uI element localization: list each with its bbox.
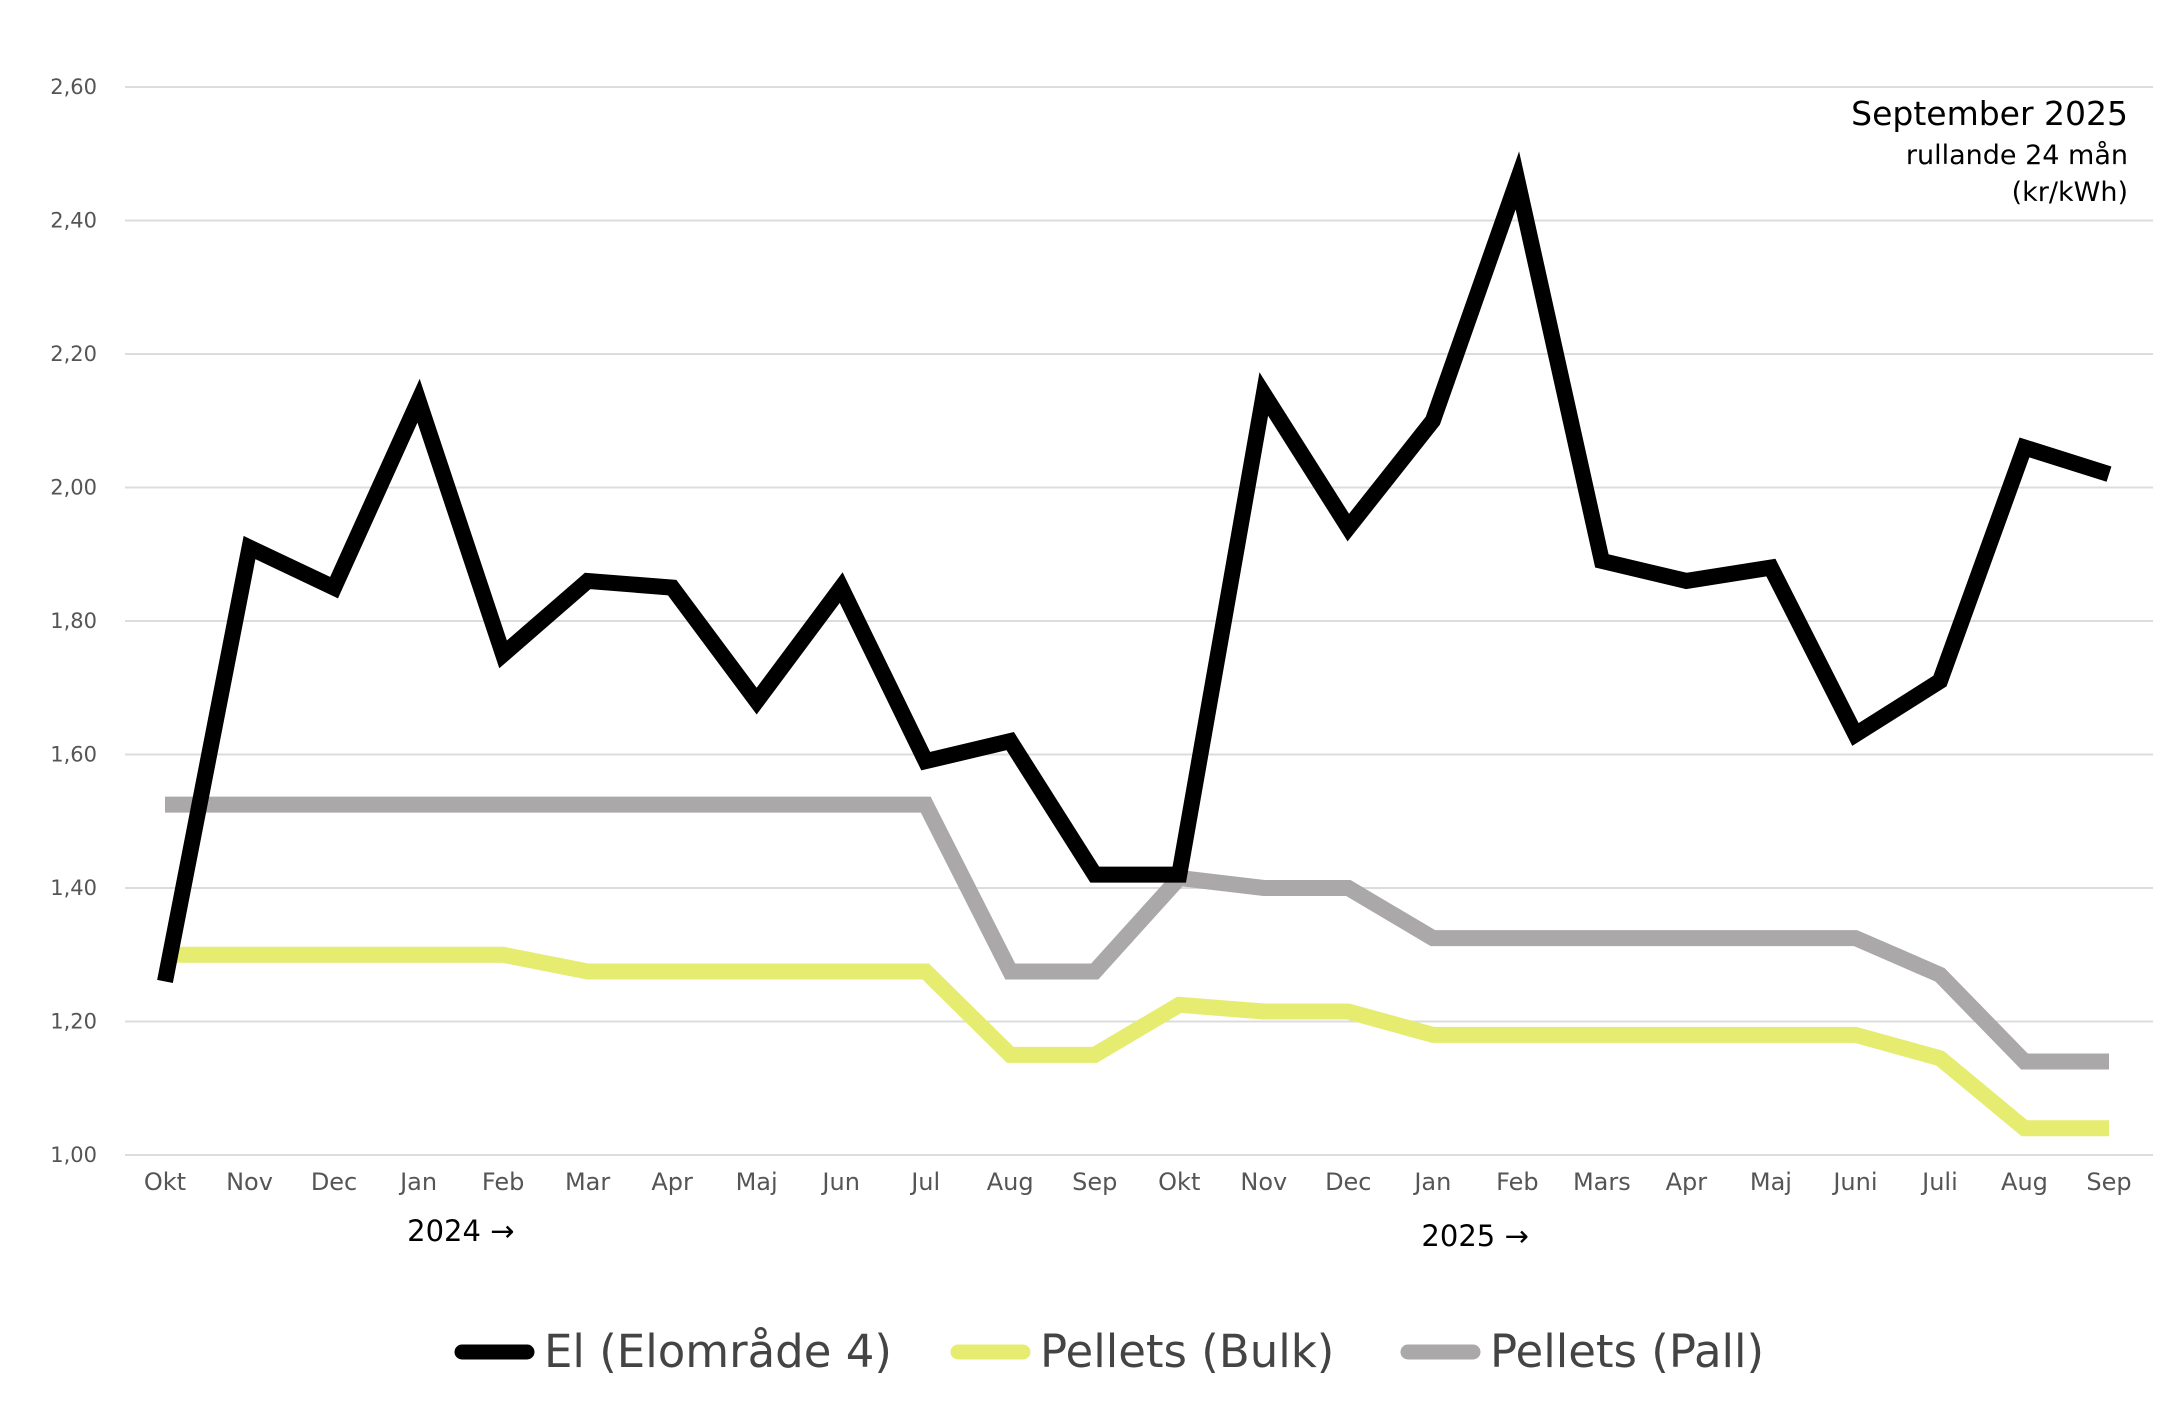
- x-tick-label: Jun: [820, 1168, 860, 1196]
- x-tick-label: Maj: [736, 1168, 778, 1196]
- y-tick-label: 2,20: [50, 342, 97, 366]
- x-tick-label: Nov: [1240, 1168, 1287, 1196]
- x-tick-label: Apr: [1666, 1168, 1708, 1196]
- x-tick-label: Dec: [1325, 1168, 1371, 1196]
- x-tick-label: Feb: [1496, 1168, 1539, 1196]
- x-tick-label: Jul: [909, 1168, 940, 1196]
- x-tick-label: Mars: [1573, 1168, 1631, 1196]
- x-tick-label: Juni: [1831, 1168, 1877, 1196]
- x-tick-label: Mar: [565, 1168, 610, 1196]
- x-tick-label: Apr: [651, 1168, 693, 1196]
- series-line-0: [157, 151, 2112, 983]
- y-tick-label: 2,40: [50, 209, 97, 233]
- gridlines: [125, 86, 2153, 1156]
- legend-label: Pellets (Pall): [1490, 1325, 1764, 1378]
- x-tick-label: Nov: [226, 1168, 273, 1196]
- series-lines: [157, 151, 2112, 1137]
- x-tick-label: Okt: [144, 1168, 186, 1196]
- legend-label: El (Elområde 4): [544, 1325, 892, 1378]
- chart-unit: (kr/kWh): [2012, 177, 2128, 208]
- year-label: 2025 →: [1421, 1219, 1528, 1253]
- y-tick-label: 2,60: [50, 75, 97, 99]
- legend-label: Pellets (Bulk): [1040, 1325, 1334, 1378]
- x-tick-label: Feb: [482, 1168, 525, 1196]
- x-axis-ticks: Okt Nov Dec Jan Feb Mar Apr Maj Jun Jul Aug Sep Okt N…: [144, 1168, 2132, 1196]
- year-labels: 2024 → 2025 →: [407, 1214, 1529, 1253]
- year-label: 2024 →: [407, 1214, 514, 1248]
- y-axis-ticks: 1,00 1,20 1,40 1,60 1,80 2,00 2,20 2,40 2,60: [50, 75, 97, 1167]
- x-tick-label: Aug: [2001, 1168, 2048, 1196]
- y-tick-label: 1,00: [50, 1143, 97, 1167]
- y-tick-label: 1,20: [50, 1010, 97, 1034]
- y-tick-label: 1,40: [50, 876, 97, 900]
- legend: El (Elområde 4) Pellets (Bulk) Pellets (Pa…: [454, 1325, 1764, 1378]
- series-line-1: [165, 946, 2109, 1137]
- x-tick-label: Okt: [1158, 1168, 1200, 1196]
- series-line-2: [165, 796, 2109, 1070]
- y-tick-label: 2,00: [50, 476, 97, 500]
- x-tick-label: Sep: [1072, 1168, 1117, 1196]
- x-tick-label: Aug: [987, 1168, 1034, 1196]
- x-tick-label: Dec: [311, 1168, 357, 1196]
- x-tick-label: Jan: [1412, 1168, 1451, 1196]
- x-tick-label: Sep: [2086, 1168, 2131, 1196]
- chart-title: September 2025: [1851, 94, 2128, 133]
- x-tick-label: Maj: [1750, 1168, 1792, 1196]
- chart-subtitle: rullande 24 mån: [1906, 140, 2128, 171]
- y-tick-label: 1,60: [50, 743, 97, 767]
- y-tick-label: 1,80: [50, 609, 97, 633]
- x-tick-label: Juli: [1920, 1168, 1958, 1196]
- x-tick-label: Jan: [398, 1168, 437, 1196]
